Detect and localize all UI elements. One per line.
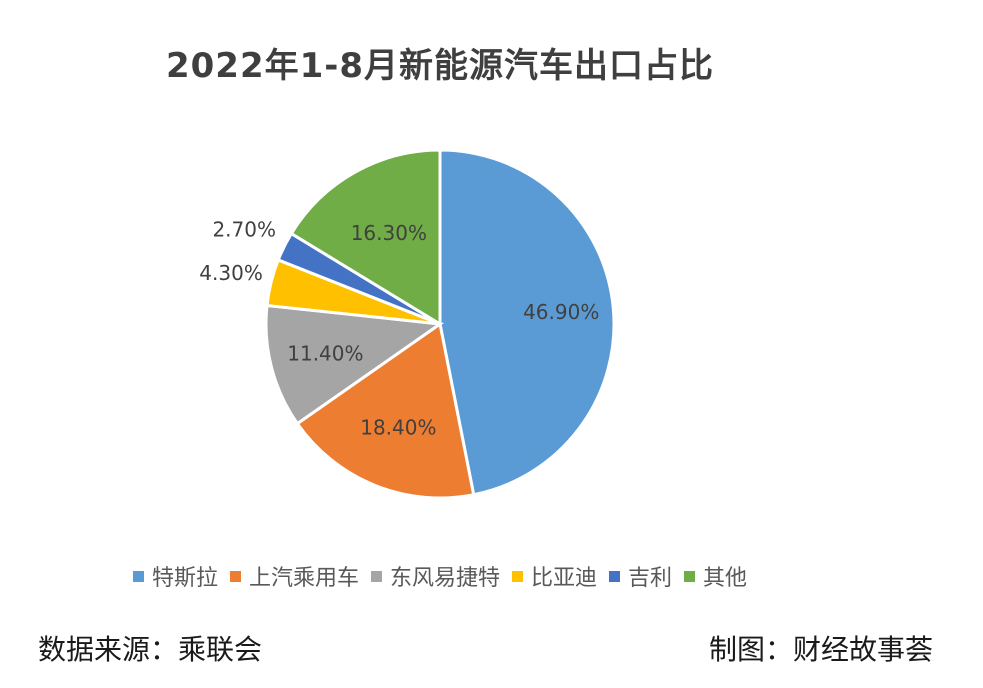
data-label-2: 11.40% [287,341,363,365]
legend-label: 比亚迪 [531,566,598,591]
chart-title: 2022年1-8月新能源汽车出口占比 [165,46,715,86]
pie-slice-2 [264,303,445,426]
pie-slice-1 [295,321,476,500]
legend-swatch [512,570,523,582]
legend-label: 上汽乘用车 [248,566,359,591]
data-label-4: 2.70% [212,217,276,241]
legend-item-4: 吉利 [609,560,672,592]
pie-slice-5 [289,148,442,327]
pie-slice-0 [438,148,616,497]
chart-legend: 特斯拉 上汽乘用车 东风易捷特 比亚迪 吉利 其他 [0,560,880,592]
legend-label: 特斯拉 [151,566,218,591]
source-note: 数据来源：乘联会 [38,633,263,666]
data-label-5: 16.30% [351,221,427,245]
legend-swatch [370,570,382,582]
data-label-3: 4.30% [199,261,263,285]
legend-item-1: 上汽乘用车 [229,560,359,592]
legend-label: 其他 [703,566,748,591]
legend-item-3: 比亚迪 [512,560,597,592]
legend-item-0: 特斯拉 [132,560,218,592]
legend-label: 吉利 [628,566,673,591]
legend-label: 东风易捷特 [389,566,500,591]
legend-swatch [132,570,144,582]
legend-item-5: 其他 [684,560,747,592]
legend-swatch [609,570,621,582]
data-label-1: 18.40% [360,415,436,439]
data-label-0: 46.90% [523,300,599,324]
credit-note: 制图：财经故事荟 [708,633,933,666]
legend-swatch [229,570,241,582]
legend-swatch [684,570,696,582]
legend-item-2: 东风易捷特 [370,560,500,592]
